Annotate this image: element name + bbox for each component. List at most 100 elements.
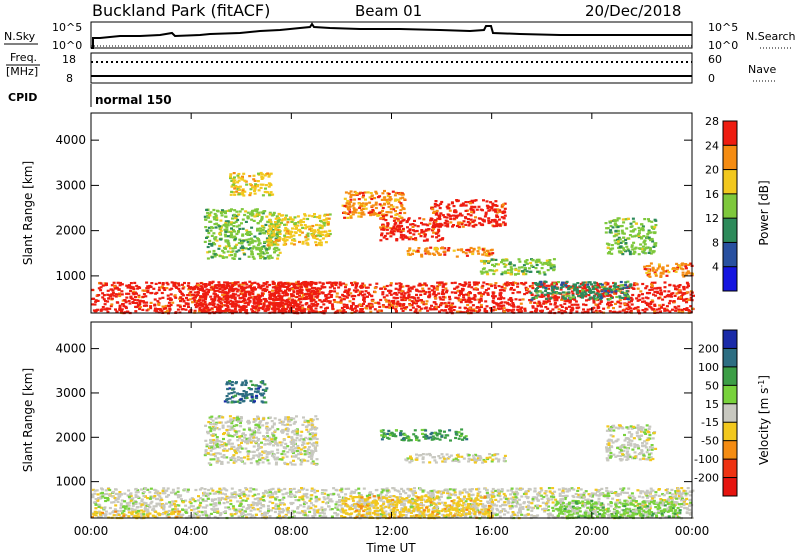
data-cell: [468, 224, 471, 226]
data-cell: [638, 247, 641, 249]
data-cell: [211, 301, 214, 303]
data-cell: [409, 304, 412, 306]
data-cell: [182, 287, 185, 289]
data-cell: [296, 305, 299, 307]
data-cell: [214, 293, 217, 295]
data-cell: [361, 308, 364, 310]
nsky-tick-high: 10^5: [52, 21, 82, 34]
data-cell: [353, 295, 356, 297]
data-cell: [402, 303, 405, 305]
data-cell: [141, 309, 144, 311]
data-cell: [158, 298, 161, 300]
data-cell: [431, 236, 434, 238]
data-cell: [510, 271, 513, 273]
data-cell: [575, 300, 578, 302]
data-cell: [284, 303, 287, 305]
data-cell: [581, 284, 584, 286]
data-cell: [287, 218, 290, 220]
data-cell: [381, 293, 384, 295]
data-cell: [633, 251, 636, 253]
data-cell: [296, 225, 299, 227]
data-cell: [260, 287, 263, 289]
data-cell: [417, 247, 420, 249]
data-cell: [492, 300, 495, 302]
data-cell: [539, 304, 542, 306]
data-cell: [166, 282, 169, 284]
data-cell: [351, 284, 354, 286]
data-cell: [428, 296, 431, 298]
data-cell: [100, 309, 103, 311]
power-region-6: [407, 247, 495, 258]
data-cell: [215, 223, 218, 225]
data-cell: [174, 282, 177, 284]
data-cell: [382, 225, 385, 227]
data-cell: [491, 258, 494, 260]
data-cell: [610, 291, 613, 293]
data-cell: [264, 188, 267, 190]
data-cell: [565, 308, 568, 310]
data-cell: [278, 293, 281, 295]
data-cell: [244, 287, 247, 289]
data-cell: [110, 294, 113, 296]
data-cell: [432, 212, 435, 214]
data-cell: [654, 494, 657, 496]
data-cell: [239, 186, 242, 188]
data-cell: [260, 184, 263, 186]
data-cell: [370, 192, 373, 194]
data-cell: [213, 290, 216, 292]
data-cell: [214, 284, 217, 286]
data-cell: [575, 311, 578, 313]
data-cell: [204, 301, 207, 303]
data-cell: [228, 245, 231, 247]
data-cell: [318, 282, 321, 284]
data-cell: [614, 303, 617, 305]
data-cell: [130, 287, 133, 289]
data-cell: [440, 201, 443, 203]
data-cell: [276, 235, 279, 237]
data-cell: [188, 310, 191, 312]
data-cell: [467, 301, 470, 303]
colorbar-tick-label: 16: [705, 188, 719, 201]
data-cell: [396, 226, 399, 228]
data-cell: [229, 247, 232, 249]
data-cell: [274, 308, 277, 310]
data-cell: [250, 211, 253, 213]
data-cell: [319, 239, 322, 241]
data-cell: [131, 298, 134, 300]
data-cell: [509, 288, 512, 290]
data-cell: [155, 283, 158, 285]
data-cell: [643, 218, 646, 220]
data-cell: [241, 191, 244, 193]
data-cell: [361, 286, 364, 288]
data-cell: [355, 192, 358, 194]
data-cell: [617, 217, 620, 219]
data-cell: [497, 307, 500, 309]
data-cell: [311, 282, 314, 284]
data-cell: [263, 245, 266, 247]
data-cell: [502, 297, 505, 299]
data-cell: [249, 241, 252, 243]
data-cell: [379, 288, 382, 290]
data-cell: [237, 230, 240, 232]
data-cell: [198, 307, 201, 309]
data-cell: [500, 302, 503, 304]
data-cell: [219, 238, 222, 240]
data-cell: [514, 274, 517, 276]
data-cell: [437, 235, 440, 237]
data-cell: [154, 298, 157, 300]
data-cell: [456, 225, 459, 227]
data-cell: [274, 511, 277, 513]
data-cell: [283, 244, 286, 246]
data-cell: [347, 202, 350, 204]
nave-tick-high: 60: [708, 53, 722, 66]
data-cell: [215, 226, 218, 228]
data-cell: [386, 294, 389, 296]
data-cell: [219, 255, 222, 257]
data-cell: [258, 302, 261, 304]
data-cell: [428, 252, 431, 254]
data-cell: [326, 233, 329, 235]
data-cell: [199, 502, 202, 504]
data-cell: [258, 233, 261, 235]
data-cell: [411, 253, 414, 255]
data-cell: [654, 282, 657, 284]
